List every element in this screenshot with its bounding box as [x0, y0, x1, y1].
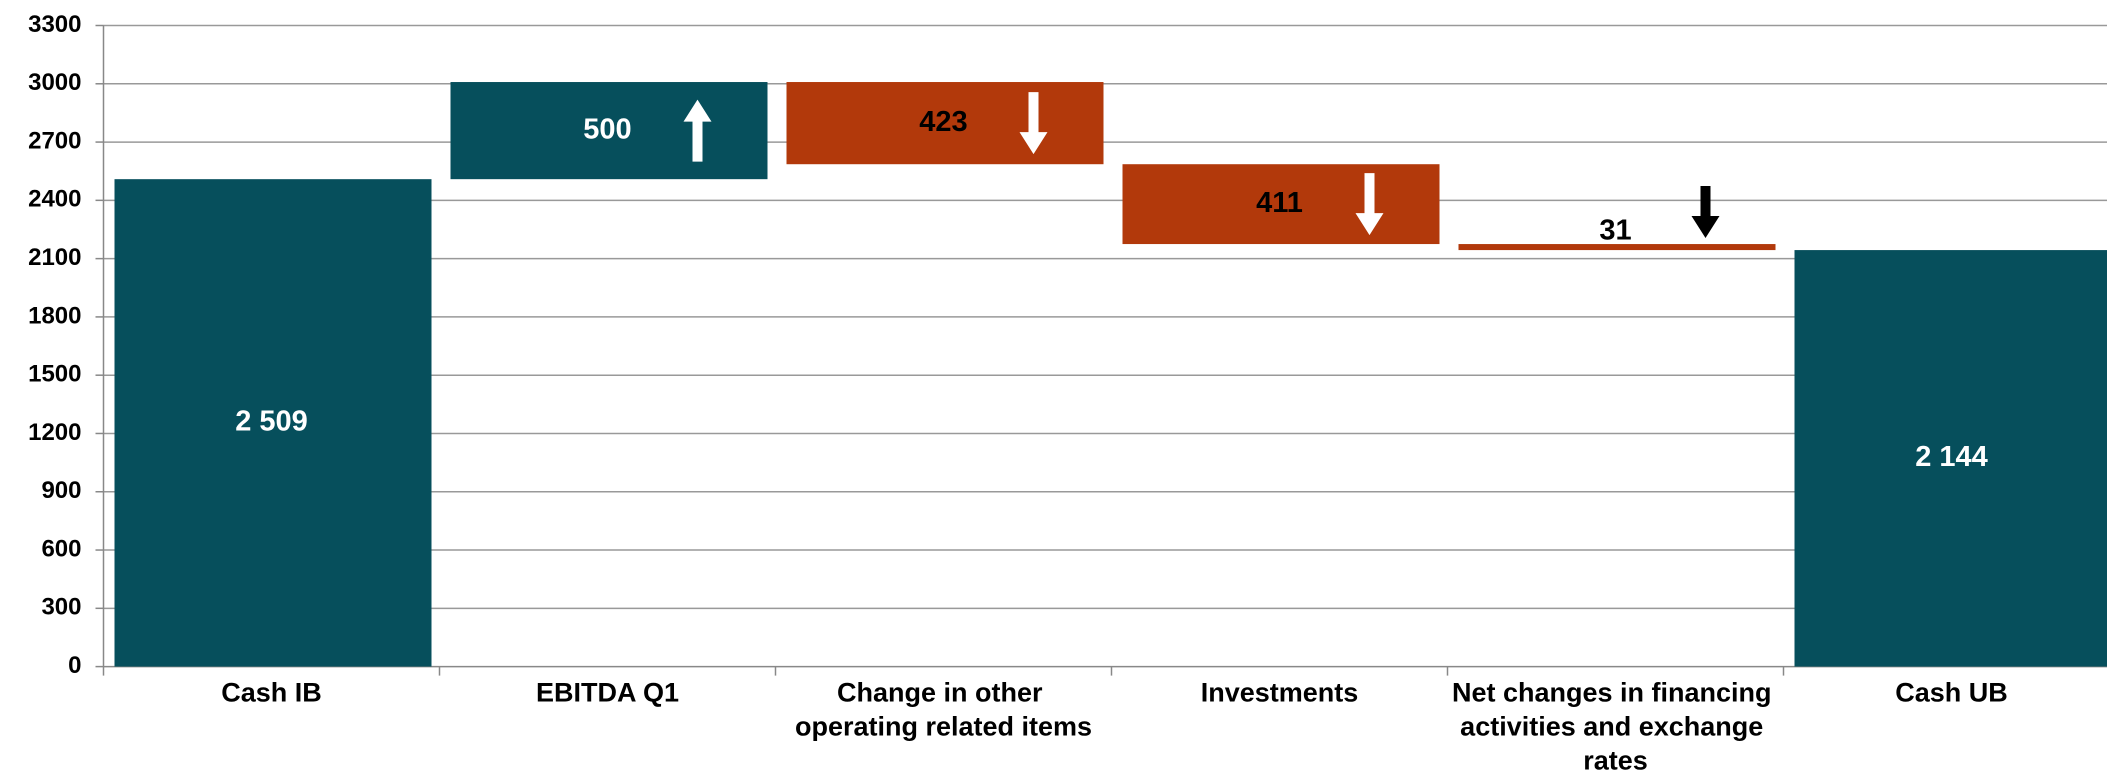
value-label: 31	[1599, 215, 1631, 247]
y-tick-label: 2700	[28, 127, 81, 154]
x-tick-label: Net changes in financing activities and …	[1452, 678, 1779, 774]
y-tick-label: 3300	[28, 11, 81, 38]
arrow	[1691, 186, 1720, 239]
x-tick-label: Cash UB	[1895, 678, 2008, 708]
x-tick-label: Investments	[1201, 678, 1359, 708]
value-label: 423	[919, 106, 967, 138]
x-tick-label: Cash IB	[221, 678, 322, 708]
value-label: 2 144	[1915, 441, 1988, 473]
y-tick-label: 1200	[28, 419, 81, 446]
y-tick-label: 1800	[28, 302, 81, 329]
bar	[1794, 250, 2107, 667]
bar	[114, 179, 432, 667]
y-tick-label: 300	[41, 594, 81, 621]
y-tick-label: 1500	[28, 361, 81, 388]
value-label: 500	[583, 113, 631, 145]
y-tick-label: 900	[41, 477, 81, 504]
bar	[1458, 244, 1776, 251]
value-label: 411	[1256, 187, 1303, 219]
y-tick-label: 0	[68, 652, 81, 679]
y-tick-label: 3000	[28, 69, 81, 96]
bar	[450, 82, 768, 180]
arrow	[1355, 173, 1384, 236]
arrow	[683, 99, 712, 162]
y-tick-label: 2400	[28, 186, 81, 213]
arrow	[1019, 92, 1048, 155]
bar	[1122, 164, 1440, 245]
y-tick-label: 600	[41, 535, 81, 562]
x-tick-label: EBITDA Q1	[536, 678, 679, 708]
bar	[786, 82, 1104, 165]
value-label: 2 509	[235, 406, 308, 438]
x-tick-label: Change in other operating related items	[795, 678, 1092, 742]
y-tick-label: 2100	[28, 244, 81, 271]
